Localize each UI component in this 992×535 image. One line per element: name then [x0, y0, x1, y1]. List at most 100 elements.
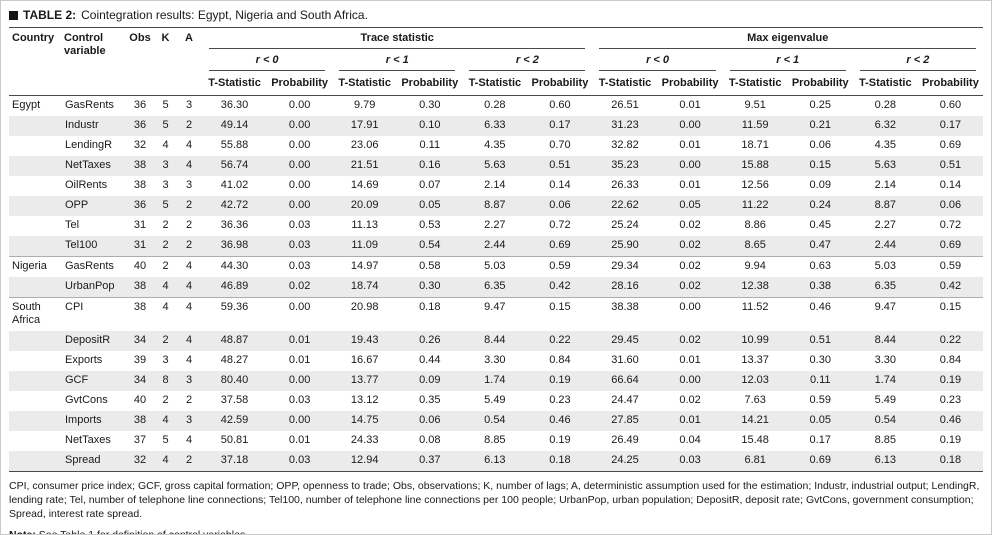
value-cell: 1.74: [874, 374, 897, 386]
value-cell: 0.00: [679, 119, 701, 131]
value-cell: 0.02: [679, 280, 701, 292]
value-cell: 0.84: [549, 354, 571, 366]
value-cell: 50.81: [220, 434, 249, 446]
table-row: Spread 32 4 2 37.18 0.03 12.94 0.37 6.13 0.18 24.2…: [9, 451, 983, 472]
value-cell: 0.60: [549, 99, 571, 111]
header-sub-max-r2-label: r < 2: [859, 54, 976, 71]
a-cell: 3: [185, 414, 193, 426]
value-cell: 0.19: [549, 434, 571, 446]
value-cell: 0.06: [419, 414, 441, 426]
value-cell: 44.30: [202, 256, 268, 277]
value-cell: 0.51: [549, 159, 571, 171]
header-group-trace-statistic-label: Trace statistic: [209, 32, 586, 49]
value-cell: 7.63: [744, 394, 766, 406]
a-cell: 2: [185, 199, 193, 211]
cointegration-table: Country Control variable Obs K A Trace s…: [9, 28, 983, 472]
value-cell: 14.75: [350, 414, 379, 426]
k-cell: 2: [162, 334, 169, 346]
value-cell: 36.30: [220, 99, 249, 111]
a-cell: 4: [185, 334, 193, 346]
value-cell: 19.43: [350, 334, 379, 346]
value-cell: 6.32: [874, 119, 897, 131]
value-cell: 0.00: [288, 139, 311, 151]
value-cell: 0.17: [939, 119, 962, 131]
variable-cell: LendingR: [65, 139, 113, 151]
value-cell: 0.01: [679, 179, 701, 191]
value-cell: 0.59: [809, 394, 831, 406]
value-cell: 0.00: [657, 297, 723, 331]
value-cell: 37.18: [202, 451, 268, 472]
value-cell: 0.00: [679, 374, 701, 386]
value-cell: 21.51: [350, 159, 379, 171]
value-cell: 24.47: [611, 394, 639, 406]
table-row: NetTaxes 38 3 4 56.74 0.00 21.51 0.16 5.63 0.51 35…: [9, 156, 983, 176]
value-cell: 66.64: [611, 374, 639, 386]
obs-cell: 38: [125, 297, 155, 331]
value-cell: 46.89: [220, 280, 249, 292]
header-a: A: [176, 28, 202, 96]
value-cell: 0.72: [549, 219, 571, 231]
value-cell: 0.30: [809, 354, 831, 366]
value-cell: 0.60: [939, 99, 962, 111]
value-cell: 55.88: [220, 139, 249, 151]
header-probability: Probability: [267, 73, 333, 96]
value-cell: 0.02: [679, 239, 701, 251]
a-cell: 2: [176, 451, 202, 472]
country-cell: Nigeria: [9, 256, 61, 277]
country-cell: [9, 411, 61, 431]
value-cell: 18.74: [350, 280, 379, 292]
value-cell: 4.35: [484, 139, 506, 151]
header-probability: Probability: [657, 73, 723, 96]
value-cell: 0.69: [939, 139, 962, 151]
value-cell: 8.87: [874, 199, 897, 211]
header-t-statistic: T-Statistic: [592, 73, 658, 96]
value-cell: 0.02: [679, 219, 701, 231]
value-cell: 0.07: [419, 179, 441, 191]
variable-cell: Industr: [65, 119, 99, 131]
value-cell: 0.09: [419, 374, 441, 386]
value-cell: 0.69: [549, 239, 571, 251]
value-cell: 0.58: [397, 256, 463, 277]
value-cell: 36.36: [220, 219, 249, 231]
value-cell: 0.44: [419, 354, 441, 366]
table-marker-icon: [9, 11, 18, 20]
value-cell: 11.09: [351, 239, 379, 251]
value-cell: 24.25: [592, 451, 658, 472]
value-cell: 6.13: [462, 451, 528, 472]
k-cell: 4: [162, 414, 169, 426]
value-cell: 20.09: [350, 199, 379, 211]
k-cell: 4: [162, 139, 169, 151]
value-cell: 15.48: [741, 434, 769, 446]
country-cell: [9, 371, 61, 391]
value-cell: 0.05: [809, 414, 831, 426]
a-cell: 4: [176, 256, 202, 277]
header-sub-trace-r0: r < 0: [202, 51, 332, 73]
value-cell: 5.03: [852, 256, 918, 277]
value-cell: 0.06: [939, 199, 962, 211]
value-cell: 24.33: [350, 434, 379, 446]
table-row: NetTaxes 37 5 4 50.81 0.01 24.33 0.08 8.85 0.19 26…: [9, 431, 983, 451]
value-cell: 0.11: [809, 374, 831, 386]
header-group-trace-statistic: Trace statistic: [202, 28, 592, 51]
a-cell: 3: [185, 179, 193, 191]
value-cell: 9.94: [722, 256, 788, 277]
value-cell: 5.03: [462, 256, 528, 277]
k-cell: 4: [162, 280, 169, 292]
k-cell: 5: [162, 199, 169, 211]
value-cell: 0.02: [679, 334, 701, 346]
a-cell: 3: [185, 374, 193, 386]
value-cell: 0.26: [419, 334, 441, 346]
country-cell: [9, 236, 61, 257]
value-cell: 13.12: [350, 394, 379, 406]
a-cell: 4: [185, 159, 193, 171]
header-sub-trace-r2-label: r < 2: [469, 54, 586, 71]
value-cell: 12.38: [741, 280, 769, 292]
country-cell: [9, 331, 61, 351]
k-cell: 2: [162, 239, 169, 251]
obs-cell: 36: [133, 199, 147, 211]
value-cell: 12.94: [332, 451, 398, 472]
k-cell: 4: [155, 297, 176, 331]
value-cell: 0.03: [267, 451, 333, 472]
value-cell: 2.44: [874, 239, 897, 251]
